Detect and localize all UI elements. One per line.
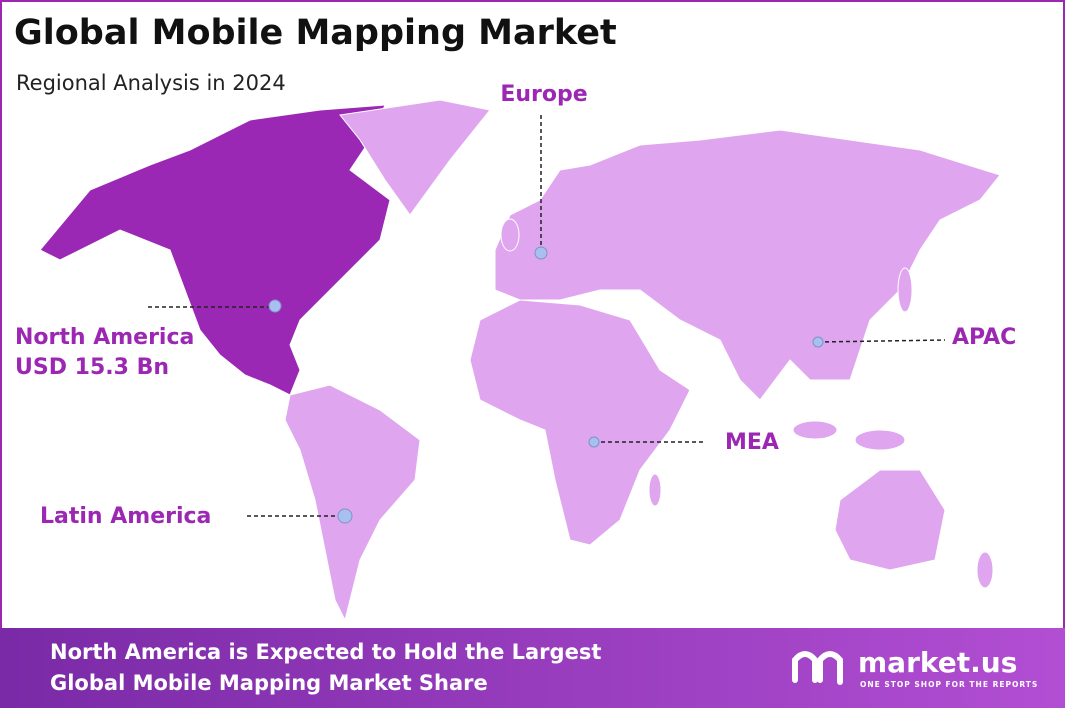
- marker: [812, 336, 824, 348]
- marker: [268, 299, 282, 313]
- indonesia: [792, 420, 838, 440]
- madagascar: [648, 473, 662, 507]
- footer-text: Global Mobile Mapping Market Share: [50, 671, 488, 695]
- leader-line: [817, 339, 946, 343]
- logo: market.us ONE STOP SHOP FOR THE REPORTS: [792, 646, 1038, 689]
- africa: [469, 299, 691, 546]
- region-label: MEA: [725, 430, 779, 455]
- title: Global Mobile Mapping Market: [14, 13, 617, 53]
- south-america: [284, 384, 421, 622]
- region-label: APAC: [952, 325, 1016, 350]
- footer-text: North America is Expected to Hold the La…: [50, 640, 601, 664]
- region-label: Latin America: [40, 504, 211, 529]
- marker: [534, 246, 548, 260]
- marker: [588, 436, 600, 448]
- marker: [337, 508, 353, 524]
- region-label: North America: [15, 325, 194, 350]
- subtitle: Regional Analysis in 2024: [16, 71, 286, 95]
- greenland: [339, 99, 491, 216]
- logo-icon: [792, 651, 843, 685]
- region-label: Europe: [500, 82, 587, 107]
- footer-band: [0, 628, 1065, 708]
- brand: market.us: [858, 646, 1017, 679]
- callouts: Europe North America USD 15.3 Bn Latin A…: [15, 82, 1016, 529]
- new-guinea: [854, 429, 906, 451]
- region-value: USD 15.3 Bn: [15, 355, 169, 380]
- new-zealand: [976, 551, 994, 589]
- tagline: ONE STOP SHOP FOR THE REPORTS: [860, 680, 1038, 689]
- australia: [834, 469, 946, 571]
- uk: [500, 218, 520, 252]
- north-america: [39, 104, 391, 396]
- world-map: [39, 99, 1001, 622]
- japan: [897, 267, 913, 313]
